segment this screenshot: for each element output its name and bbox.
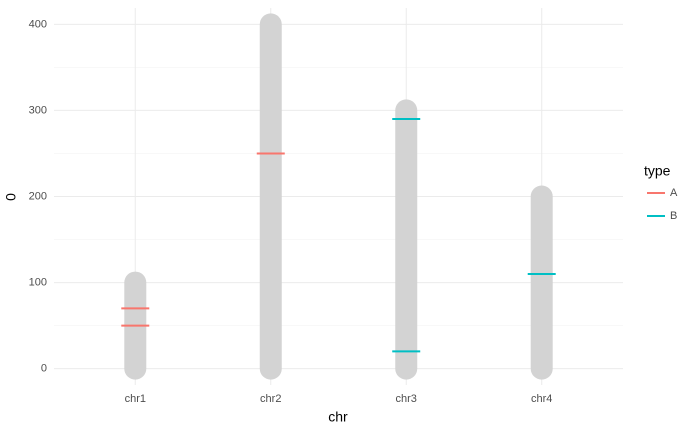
y-tick-label: 300 — [29, 104, 47, 116]
legend-label: A — [670, 187, 678, 199]
y-tick-label: 400 — [29, 18, 47, 30]
y-tick-label: 200 — [29, 190, 47, 202]
legend-title: type — [644, 163, 671, 179]
y-tick-label: 100 — [29, 276, 47, 288]
legend-label: B — [670, 210, 677, 222]
y-axis-title: 0 — [3, 193, 19, 201]
x-tick-label: chr1 — [125, 393, 146, 405]
x-tick-label: chr3 — [396, 393, 417, 405]
x-tick-label: chr4 — [531, 393, 552, 405]
y-tick-label: 0 — [41, 363, 47, 375]
x-tick-label: chr2 — [260, 393, 281, 405]
x-axis-title: chr — [328, 409, 348, 425]
